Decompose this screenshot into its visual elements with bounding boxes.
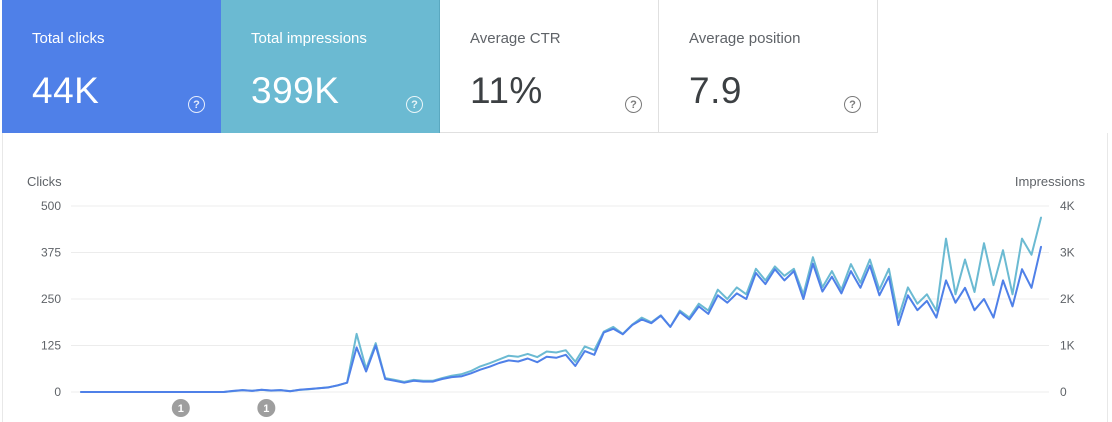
total-clicks-card[interactable]: Total clicks 44K ? — [2, 0, 221, 133]
right-tick-label: 2K — [1060, 292, 1075, 306]
annotation-marker-label: 1 — [178, 403, 184, 415]
right-tick-label: 4K — [1060, 199, 1075, 213]
help-icon[interactable]: ? — [625, 96, 642, 113]
clicks-series-line — [80, 245, 1042, 393]
average-position-card[interactable]: Average position 7.9 ? — [659, 0, 878, 133]
impressions-series-line — [80, 216, 1042, 393]
left-tick-label: 125 — [41, 339, 61, 353]
annotation-marker[interactable] — [257, 399, 276, 417]
left-tick-label: 0 — [54, 385, 61, 399]
right-tick-label: 3K — [1060, 246, 1075, 260]
average-ctr-card[interactable]: Average CTR 11% ? — [440, 0, 659, 133]
help-icon[interactable]: ? — [844, 96, 861, 113]
total-impressions-card[interactable]: Total impressions 399K ? — [221, 0, 440, 133]
left-tick-label: 375 — [41, 246, 61, 260]
performance-chart[interactable]: Clicks Impressions 500 4K 375 3K 250 2K 125 1K 0 0 1… — [3, 133, 1107, 422]
total-impressions-value: 399K — [251, 70, 340, 111]
help-icon[interactable]: ? — [188, 96, 205, 113]
left-tick-label: 250 — [41, 292, 61, 306]
right-axis-title: Impressions — [1015, 174, 1086, 189]
annotation-marker[interactable] — [171, 399, 190, 417]
performance-chart-panel: Clicks Impressions 500 4K 375 3K 250 2K 125 1K 0 0 1… — [2, 133, 1108, 422]
average-position-label: Average position — [689, 30, 801, 47]
average-ctr-value: 11% — [470, 70, 543, 111]
annotation-marker-label: 1 — [263, 403, 269, 415]
right-tick-label: 0 — [1060, 385, 1067, 399]
help-icon[interactable]: ? — [406, 96, 423, 113]
average-position-value: 7.9 — [689, 70, 742, 111]
left-axis-title: Clicks — [27, 174, 62, 189]
left-tick-label: 500 — [41, 199, 61, 213]
metric-cards: Total clicks 44K ? Total impressions 399… — [2, 0, 881, 133]
total-impressions-label: Total impressions — [251, 30, 367, 47]
total-clicks-value: 44K — [32, 70, 100, 111]
right-tick-label: 1K — [1060, 339, 1075, 353]
total-clicks-label: Total clicks — [32, 30, 105, 47]
average-ctr-label: Average CTR — [470, 30, 561, 47]
